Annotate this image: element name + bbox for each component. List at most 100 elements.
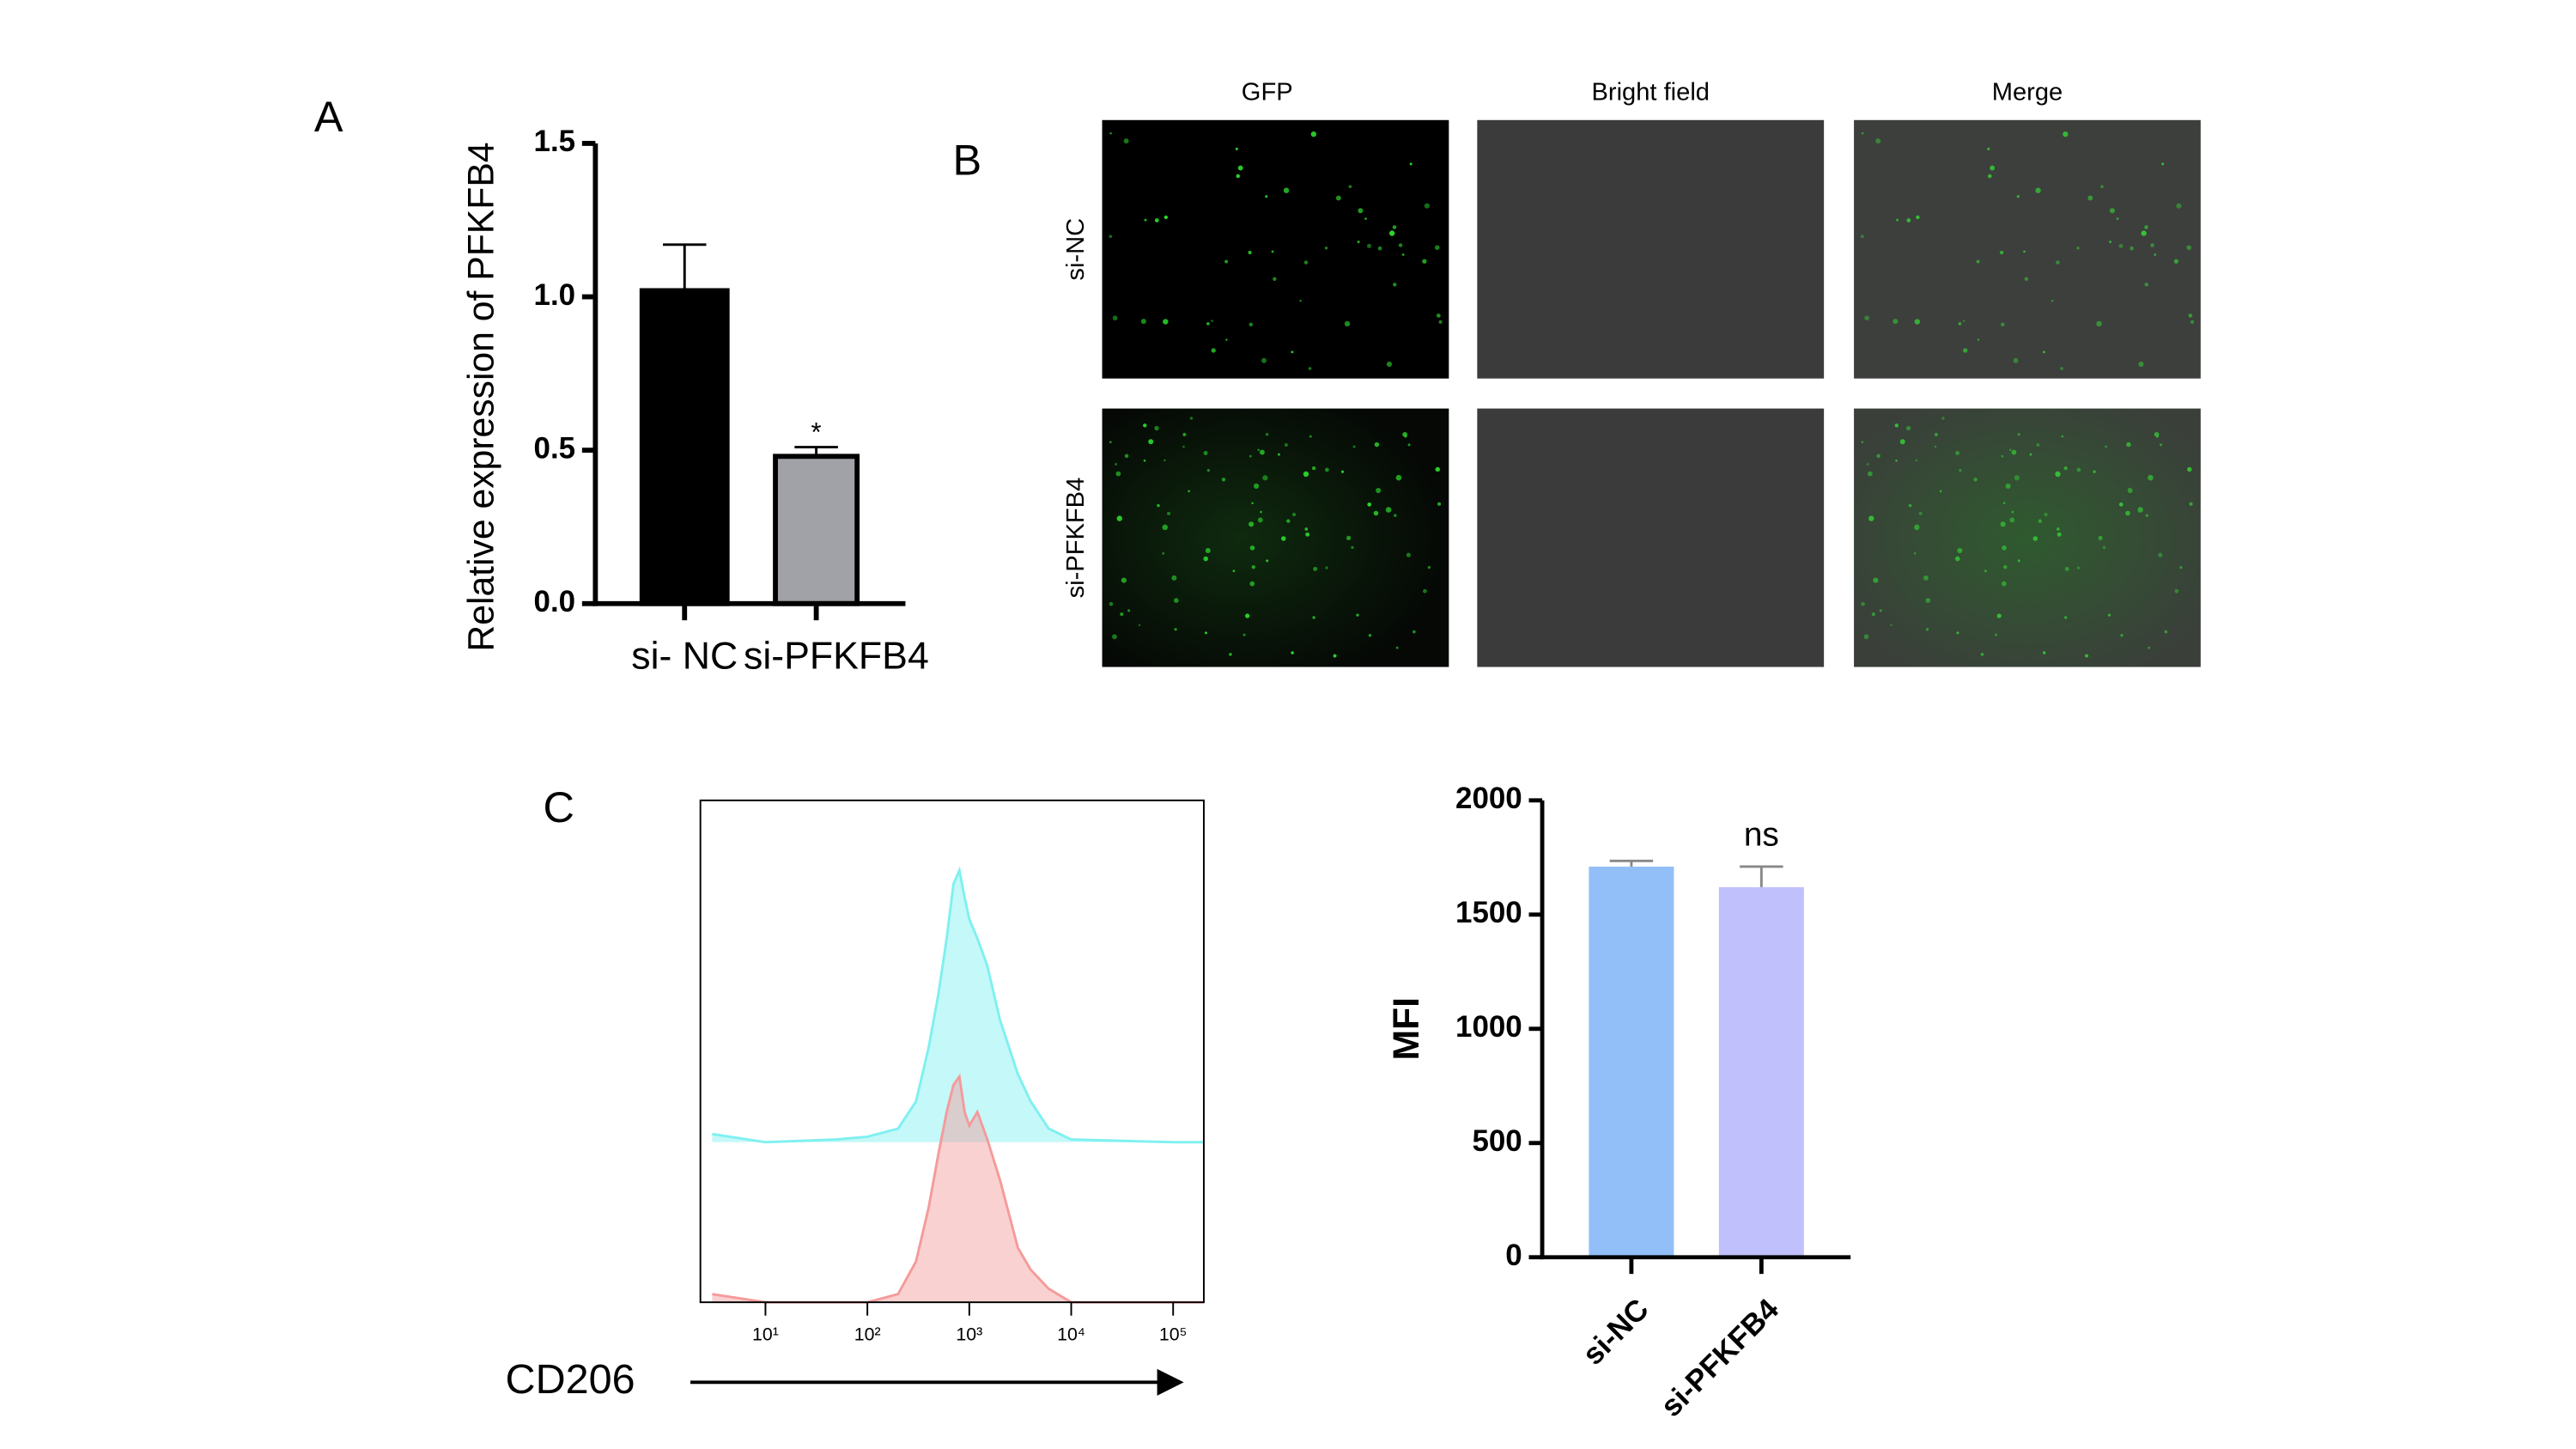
gfp-cell [1392, 225, 1397, 229]
gfp-cell [1956, 631, 1959, 635]
gfp-cell [1266, 559, 1269, 563]
x-tick-label: si-NC [1577, 1293, 1656, 1372]
gfp-cell [1123, 138, 1129, 144]
gfp-cell [2138, 361, 2144, 368]
panel-letter: A [314, 92, 343, 141]
gfp-cell [1973, 478, 1978, 482]
gfp-cell [2150, 243, 2154, 247]
gfp-cell [1221, 478, 1226, 482]
micrograph [1102, 119, 1449, 379]
gfp-cell [1905, 425, 1911, 431]
density-curve [712, 1073, 1204, 1304]
gfp-cell [1291, 651, 1294, 654]
gfp-cell [2187, 466, 2192, 472]
gfp-cell [2076, 247, 2080, 250]
gfp-cell [2148, 474, 2154, 481]
gfp-cell [1265, 432, 1269, 436]
gfp-cell [2118, 243, 2123, 248]
gfp-cell [1189, 417, 1194, 420]
gfp-cell [1374, 441, 1380, 447]
gfp-cell [1112, 315, 1118, 321]
gfp-cell [2016, 195, 2020, 198]
gfp-cell [1987, 147, 1990, 150]
gfp-cell [1863, 634, 1869, 640]
gfp-cell [1309, 435, 1312, 438]
gfp-cell [1941, 417, 1945, 420]
gfp-cell [1138, 624, 1141, 627]
gfp-cell [1280, 536, 1286, 541]
gfp-cell [1915, 459, 1918, 462]
gfp-cell [1109, 132, 1112, 135]
gfp-cell [2148, 646, 2151, 649]
gfp-cell [1174, 598, 1179, 603]
gfp-cell [2188, 314, 2193, 318]
gfp-cell [1257, 448, 1260, 451]
gfp-cell [1313, 566, 1318, 571]
y-tick-label: 0 [1505, 1239, 1522, 1272]
gfp-cell [1377, 246, 1382, 251]
gfp-cell [1895, 218, 1899, 222]
density-fill [712, 870, 1204, 1142]
gfp-cell [2125, 510, 2130, 516]
gfp-cell [1312, 616, 1315, 619]
gfp-cell [2003, 564, 2008, 569]
gfp-cell [1248, 250, 1252, 255]
gfp-cell [1866, 463, 1869, 466]
gfp-cell [1205, 548, 1211, 554]
gfp-cell [1291, 350, 1294, 354]
gfp-cell [1868, 471, 1873, 477]
gfp-cell [1299, 300, 1302, 302]
gfp-cell [1890, 624, 1893, 627]
bar [639, 288, 730, 606]
gfp-cell [1398, 243, 1403, 247]
gfp-cell [1249, 581, 1255, 587]
gfp-cell [2057, 532, 2062, 537]
bar [1589, 866, 1674, 1257]
gfp-cell [2024, 277, 2029, 281]
gfp-cell [1154, 218, 1159, 222]
gfp-cell [2038, 519, 2043, 523]
micrograph [1854, 119, 2201, 379]
gfp-cell [1143, 423, 1147, 428]
gfp-cell [1188, 490, 1190, 493]
y-tick-label: 0.5 [534, 431, 576, 465]
gfp-cell [1235, 147, 1238, 150]
gfp-cell [1260, 510, 1262, 514]
gfp-cell [1916, 215, 1920, 220]
y-tick-label: 1.0 [534, 278, 576, 312]
gfp-cell [2032, 536, 2038, 541]
gfp-cell [1346, 535, 1352, 540]
gfp-cell [2145, 514, 2149, 517]
gfp-cell [1934, 432, 1938, 436]
gfp-cell [2186, 245, 2192, 251]
gfp-cell [1962, 320, 1965, 322]
gfp-cell [2173, 259, 2179, 264]
gfp-cell [1163, 459, 1166, 462]
gfp-cell [1271, 250, 1274, 253]
y-axis-label: MFI [1386, 997, 1427, 1061]
gfp-cell [2014, 475, 2020, 481]
gfp-cell [1109, 234, 1113, 239]
annotation: * [811, 417, 822, 447]
gfp-cell [1265, 195, 1268, 198]
gfp-cell [1424, 203, 1430, 209]
gfp-cell [1435, 466, 1441, 472]
gfp-cell [1366, 243, 1371, 248]
gfp-cell [1893, 319, 1899, 325]
gfp-cell [1157, 503, 1160, 508]
annotation: ns [1744, 816, 1779, 853]
gfp-cell [1913, 551, 1917, 555]
gfp-cell [1407, 443, 1411, 447]
gfp-cell [1899, 439, 1905, 445]
micrograph [1102, 408, 1449, 667]
x-tick-label: si-PFKFB4 [744, 636, 929, 678]
bar [773, 454, 860, 606]
gfp-cell [1427, 566, 1431, 569]
gfp-cell [1224, 259, 1229, 264]
gfp-cell [1115, 463, 1117, 466]
gfp-cell [1923, 575, 1929, 581]
gfp-cell [1926, 628, 1929, 631]
gfp-cell [2011, 449, 2017, 455]
